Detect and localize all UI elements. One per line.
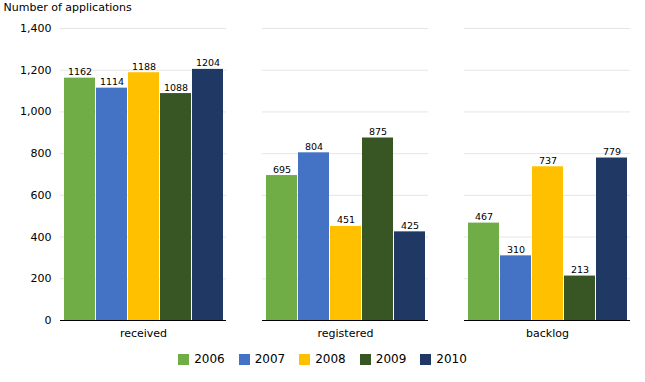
svg-text:1188: 1188 — [132, 61, 156, 72]
svg-text:310: 310 — [507, 244, 525, 255]
svg-text:registered: registered — [318, 327, 374, 340]
html-text:2010: 2010 — [436, 352, 467, 366]
svg-text:1162: 1162 — [68, 66, 92, 77]
svg-text:425: 425 — [401, 220, 419, 231]
svg-text:1,200: 1,200 — [20, 64, 52, 77]
svg-text:backlog: backlog — [526, 327, 569, 340]
svg-text:467: 467 — [475, 211, 493, 222]
svg-text:213: 213 — [571, 264, 589, 275]
svg-text:451: 451 — [337, 214, 355, 225]
html-text:2009: 2009 — [375, 352, 407, 366]
svg-text:1,000: 1,000 — [20, 105, 52, 118]
svg-text:0: 0 — [45, 314, 52, 327]
svg-text:Number of applications: Number of applications — [4, 1, 132, 14]
svg-text:737: 737 — [539, 155, 557, 166]
svg-text:875: 875 — [369, 126, 387, 137]
svg-text:received: received — [120, 327, 167, 340]
html-text:2007: 2007 — [254, 352, 286, 366]
svg-text:779: 779 — [603, 146, 621, 157]
svg-text:800: 800 — [31, 147, 52, 160]
svg-text:804: 804 — [305, 141, 323, 152]
html-text:2008: 2008 — [315, 352, 346, 366]
svg-text:1114: 1114 — [100, 76, 124, 87]
svg-text:600: 600 — [31, 189, 52, 202]
svg-text:1204: 1204 — [196, 57, 220, 68]
svg-text:1,400: 1,400 — [20, 22, 52, 35]
html-text:2006: 2006 — [194, 352, 225, 366]
svg-text:200: 200 — [31, 272, 52, 285]
svg-text:1088: 1088 — [164, 82, 188, 93]
svg-text:400: 400 — [31, 231, 52, 244]
svg-text:695: 695 — [273, 164, 291, 175]
